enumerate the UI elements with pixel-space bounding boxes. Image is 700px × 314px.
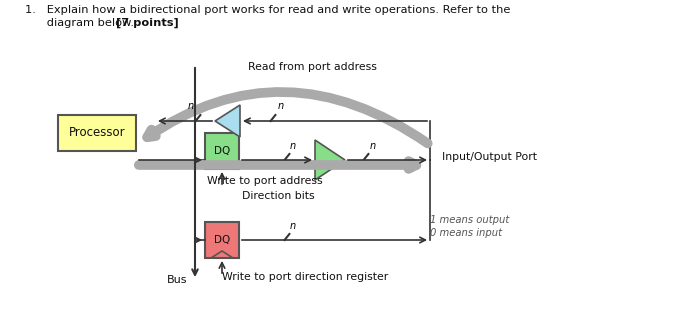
Polygon shape	[315, 140, 345, 180]
Text: 1.   Explain how a bidirectional port works for read and write operations. Refer: 1. Explain how a bidirectional port work…	[25, 5, 510, 15]
Bar	[205, 222, 239, 258]
Text: Read from port address: Read from port address	[248, 62, 377, 72]
Bar	[58, 115, 136, 151]
Text: [7 points]: [7 points]	[116, 18, 178, 28]
Text: n: n	[290, 221, 296, 231]
Text: 0 means input: 0 means input	[430, 228, 502, 238]
Text: DQ: DQ	[214, 146, 230, 156]
Text: n: n	[370, 141, 376, 151]
Text: Bus: Bus	[167, 275, 188, 285]
Text: Direction bits: Direction bits	[242, 191, 314, 201]
Bar	[205, 133, 239, 169]
Text: n: n	[290, 141, 296, 151]
Text: diagram below.: diagram below.	[25, 18, 134, 28]
Text: n: n	[188, 101, 194, 111]
Text: 1 means output: 1 means output	[430, 215, 510, 225]
Text: n: n	[278, 101, 284, 111]
Text: Input/Output Port: Input/Output Port	[442, 152, 537, 162]
Text: Processor: Processor	[69, 127, 125, 139]
Polygon shape	[215, 105, 240, 137]
Text: DQ: DQ	[214, 235, 230, 245]
Text: Write to port direction register: Write to port direction register	[222, 272, 388, 282]
Text: Write to port address: Write to port address	[207, 176, 323, 186]
